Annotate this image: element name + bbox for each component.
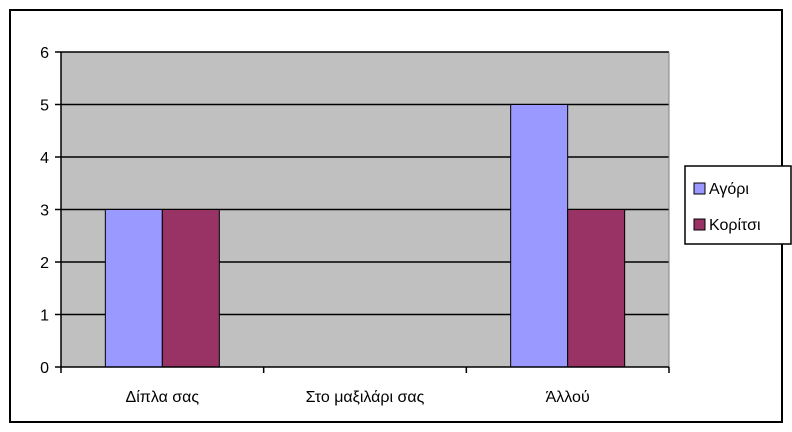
bar-girls	[567, 209, 626, 368]
y-tick-labels: 0 1 2 3 4 5 6	[40, 45, 49, 377]
bars	[104, 104, 626, 368]
axes	[55, 51, 670, 373]
legend-label-girls: Κορίτσι	[709, 217, 761, 234]
bar-girls	[161, 209, 220, 368]
legend-box	[684, 165, 792, 245]
x-tick-label: Στο μαξιλάρι σας	[306, 389, 425, 406]
y-tick-label: 5	[40, 98, 49, 115]
bar-boys	[104, 209, 163, 368]
bar-boys	[510, 104, 569, 368]
x-tick-label: Άλλού	[546, 389, 590, 406]
legend-swatch-boys	[693, 182, 706, 195]
y-tick-label: 6	[40, 45, 49, 62]
legend-label-boys: Αγόρι	[709, 181, 749, 198]
y-tick-label: 4	[40, 150, 49, 167]
x-tick-labels: Δίπλα σας Στο μαξιλάρι σας Άλλού	[126, 389, 590, 406]
y-tick-label: 3	[40, 203, 49, 220]
legend-swatch-girls	[693, 218, 706, 231]
y-tick-label: 0	[40, 360, 49, 377]
x-tick-label: Δίπλα σας	[126, 389, 200, 406]
y-tick-label: 1	[40, 308, 49, 325]
y-tick-label: 2	[40, 255, 49, 272]
legend: Αγόρι Κορίτσι	[684, 165, 792, 245]
